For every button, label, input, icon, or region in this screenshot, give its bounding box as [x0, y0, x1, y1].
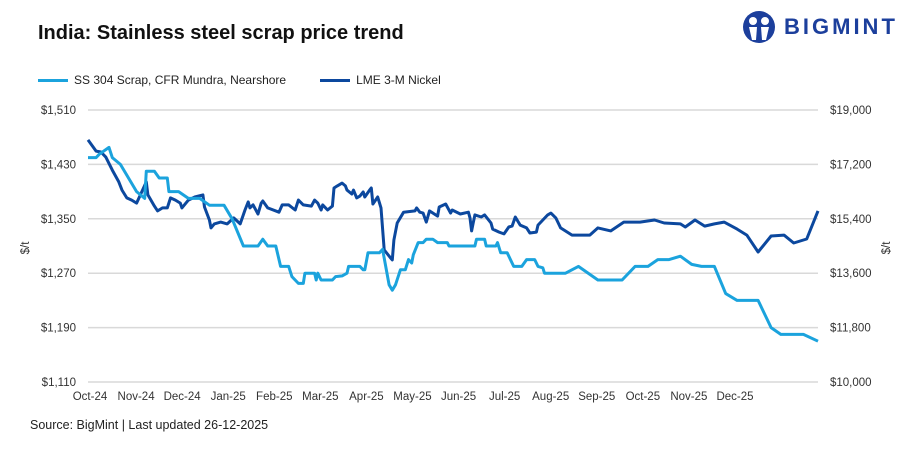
x-tick-label: Feb-25: [256, 391, 292, 403]
x-tick-label: Dec-24: [164, 391, 202, 403]
x-tick-label: Aug-25: [532, 391, 569, 403]
series-line-nickel: [86, 139, 820, 262]
y-right-tick: $15,400: [830, 214, 872, 226]
logo-text: BIGMINT: [784, 14, 898, 39]
chart-title: India: Stainless steel scrap price trend: [38, 22, 404, 44]
bigmint-logo: BIGMINT: [742, 10, 898, 44]
y-right-tick: $17,200: [830, 159, 872, 171]
bigmint-logo-icon: [743, 11, 775, 43]
x-tick-label: Mar-25: [302, 391, 338, 403]
legend-swatch-nickel: [320, 78, 351, 82]
x-tick-label: Dec-25: [716, 391, 753, 403]
x-tick-label: Jun-25: [441, 391, 476, 403]
legend-item-ss304: SS 304 Scrap, CFR Mundra, Nearshore: [38, 73, 286, 87]
source-note: Source: BigMint | Last updated 26-12-202…: [30, 418, 269, 432]
y-right-tick: $19,000: [830, 105, 872, 117]
legend-label-ss304: SS 304 Scrap, CFR Mundra, Nearshore: [74, 73, 287, 87]
y-left-tick: $1,110: [42, 377, 76, 389]
legend: SS 304 Scrap, CFR Mundra, Nearshore LME …: [38, 73, 475, 87]
y-left-tick: $1,430: [41, 159, 76, 171]
y-right-label: $/t: [881, 241, 893, 255]
series-line-ss304: [88, 145, 819, 343]
x-tick-label: Sep-25: [578, 391, 615, 403]
legend-item-nickel: LME 3-M Nickel: [320, 73, 441, 87]
legend-label-nickel: LME 3-M Nickel: [356, 73, 441, 87]
x-tick-label: Nov-24: [118, 391, 156, 403]
x-tick-label: Nov-25: [670, 391, 707, 403]
y-right-tick: $11,800: [830, 323, 871, 335]
y-left-tick: $1,270: [41, 268, 76, 280]
y-left-tick: $1,350: [41, 214, 76, 226]
x-tick-label: May-25: [393, 391, 431, 403]
y-left-label: $/t: [20, 241, 32, 255]
y-right-tick: $10,000: [830, 377, 872, 389]
legend-swatch-ss304: [38, 78, 68, 82]
x-tick-label: Jan-25: [211, 391, 246, 403]
y-left-tick: $1,510: [41, 105, 76, 117]
x-tick-label: Jul-25: [489, 391, 520, 403]
x-tick-label: Oct-25: [626, 391, 661, 403]
y-right-tick: $13,600: [830, 268, 872, 280]
y-left-tick: $1,190: [41, 323, 76, 335]
x-tick-label: Oct-24: [73, 391, 108, 403]
x-tick-label: Apr-25: [349, 391, 384, 403]
